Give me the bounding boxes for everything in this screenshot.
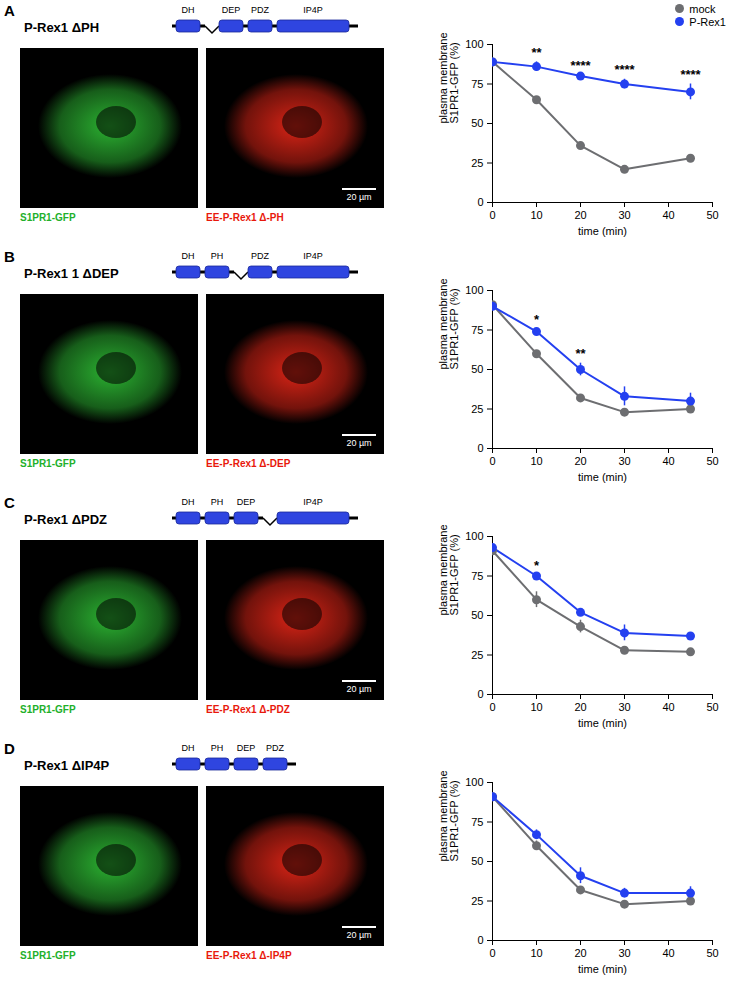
svg-text:****: **** [614, 62, 635, 77]
html-text:EE-P-Rex1 Δ-PH: EE-P-Rex1 Δ-PH [206, 212, 284, 223]
svg-text:0: 0 [477, 196, 483, 208]
html-text:S1PR1-GFP: S1PR1-GFP [20, 704, 76, 715]
svg-text:IP4P: IP4P [303, 497, 323, 507]
svg-text:**: ** [531, 45, 542, 60]
html-text:20 µm: 20 µm [346, 684, 372, 694]
svg-text:PH: PH [211, 497, 224, 507]
svg-text:PDZ: PDZ [251, 5, 270, 15]
svg-text:100: 100 [465, 284, 483, 296]
html-text:EE-P-Rex1 Δ-DEP: EE-P-Rex1 Δ-DEP [206, 458, 291, 469]
svg-text:0: 0 [489, 209, 495, 221]
html-text:C: C [4, 494, 15, 511]
html-text:mock: mock [689, 2, 716, 15]
svg-text:DEP: DEP [237, 497, 256, 507]
svg-text:plasma membraneS1PR1-GFP (%): plasma membraneS1PR1-GFP (%) [437, 770, 460, 861]
svg-text:10: 10 [530, 455, 542, 467]
svg-text:DH: DH [182, 251, 195, 261]
svg-text:75: 75 [471, 816, 483, 828]
svg-text:*: * [534, 558, 540, 573]
svg-text:10: 10 [530, 947, 542, 959]
html-text:20 µm: 20 µm [346, 930, 372, 940]
svg-text:plasma membraneS1PR1-GFP (%): plasma membraneS1PR1-GFP (%) [437, 524, 460, 615]
svg-text:**: ** [575, 346, 586, 361]
svg-text:0: 0 [477, 442, 483, 454]
html-text:P-Rex1: P-Rex1 [689, 15, 726, 28]
svg-text:30: 30 [618, 455, 630, 467]
svg-text:PDZ: PDZ [251, 251, 270, 261]
svg-text:25: 25 [471, 403, 483, 415]
html-text:B: B [4, 248, 15, 265]
svg-text:20: 20 [574, 947, 586, 959]
svg-text:25: 25 [471, 895, 483, 907]
svg-text:100: 100 [465, 776, 483, 788]
svg-text:50: 50 [471, 363, 483, 375]
svg-text:10: 10 [530, 209, 542, 221]
svg-text:100: 100 [465, 530, 483, 542]
svg-text:50: 50 [471, 117, 483, 129]
svg-text:40: 40 [662, 701, 674, 713]
html-text:S1PR1-GFP: S1PR1-GFP [20, 458, 76, 469]
html-text:20 µm: 20 µm [346, 192, 372, 202]
svg-text:40: 40 [662, 455, 674, 467]
svg-text:50: 50 [706, 455, 718, 467]
svg-text:time (min): time (min) [578, 471, 627, 483]
html-text:P-Rex1 ΔIP4P: P-Rex1 ΔIP4P [24, 758, 110, 773]
svg-text:0: 0 [477, 688, 483, 700]
svg-text:75: 75 [471, 324, 483, 336]
svg-text:PH: PH [211, 251, 224, 261]
svg-text:75: 75 [471, 78, 483, 90]
svg-text:25: 25 [471, 157, 483, 169]
html-text:A: A [4, 2, 15, 19]
svg-text:time (min): time (min) [578, 963, 627, 975]
svg-text:0: 0 [489, 947, 495, 959]
html-text:P-Rex1 ΔPH: P-Rex1 ΔPH [24, 20, 100, 35]
html-text:P-Rex1 ΔPDZ: P-Rex1 ΔPDZ [24, 512, 107, 527]
svg-text:PDZ: PDZ [266, 743, 285, 753]
svg-text:plasma membraneS1PR1-GFP (%): plasma membraneS1PR1-GFP (%) [437, 32, 460, 123]
svg-text:10: 10 [530, 701, 542, 713]
svg-text:50: 50 [706, 947, 718, 959]
svg-text:20: 20 [574, 701, 586, 713]
svg-text:DH: DH [182, 743, 195, 753]
html-text:20 µm: 20 µm [346, 438, 372, 448]
svg-text:20: 20 [574, 209, 586, 221]
svg-text:DEP: DEP [237, 743, 256, 753]
svg-text:PH: PH [211, 743, 224, 753]
svg-text:****: **** [680, 67, 701, 82]
svg-text:25: 25 [471, 649, 483, 661]
html-text:S1PR1-GFP: S1PR1-GFP [20, 212, 76, 223]
svg-text:DH: DH [182, 5, 195, 15]
svg-text:****: **** [570, 58, 591, 73]
html-text:D: D [4, 740, 15, 757]
svg-text:100: 100 [465, 38, 483, 50]
html-text:EE-P-Rex1 Δ-PDZ: EE-P-Rex1 Δ-PDZ [206, 704, 290, 715]
svg-text:plasma membraneS1PR1-GFP (%): plasma membraneS1PR1-GFP (%) [437, 278, 460, 369]
html-text:P-Rex1 1 ΔDEP: P-Rex1 1 ΔDEP [24, 266, 119, 281]
svg-text:30: 30 [618, 701, 630, 713]
svg-text:0: 0 [477, 934, 483, 946]
svg-text:DEP: DEP [222, 5, 241, 15]
svg-text:DH: DH [182, 497, 195, 507]
svg-text:50: 50 [471, 855, 483, 867]
svg-text:50: 50 [706, 209, 718, 221]
svg-text:IP4P: IP4P [303, 251, 323, 261]
html-text:EE-P-Rex1 Δ-IP4P: EE-P-Rex1 Δ-IP4P [206, 950, 292, 961]
svg-text:0: 0 [489, 455, 495, 467]
svg-text:IP4P: IP4P [303, 5, 323, 15]
svg-text:time (min): time (min) [578, 225, 627, 237]
svg-text:75: 75 [471, 570, 483, 582]
svg-text:50: 50 [706, 701, 718, 713]
html-text:S1PR1-GFP: S1PR1-GFP [20, 950, 76, 961]
svg-text:50: 50 [471, 609, 483, 621]
svg-text:time (min): time (min) [578, 717, 627, 729]
svg-text:40: 40 [662, 209, 674, 221]
svg-text:30: 30 [618, 947, 630, 959]
svg-text:40: 40 [662, 947, 674, 959]
svg-text:30: 30 [618, 209, 630, 221]
svg-text:*: * [534, 312, 540, 327]
svg-text:0: 0 [489, 701, 495, 713]
svg-text:20: 20 [574, 455, 586, 467]
